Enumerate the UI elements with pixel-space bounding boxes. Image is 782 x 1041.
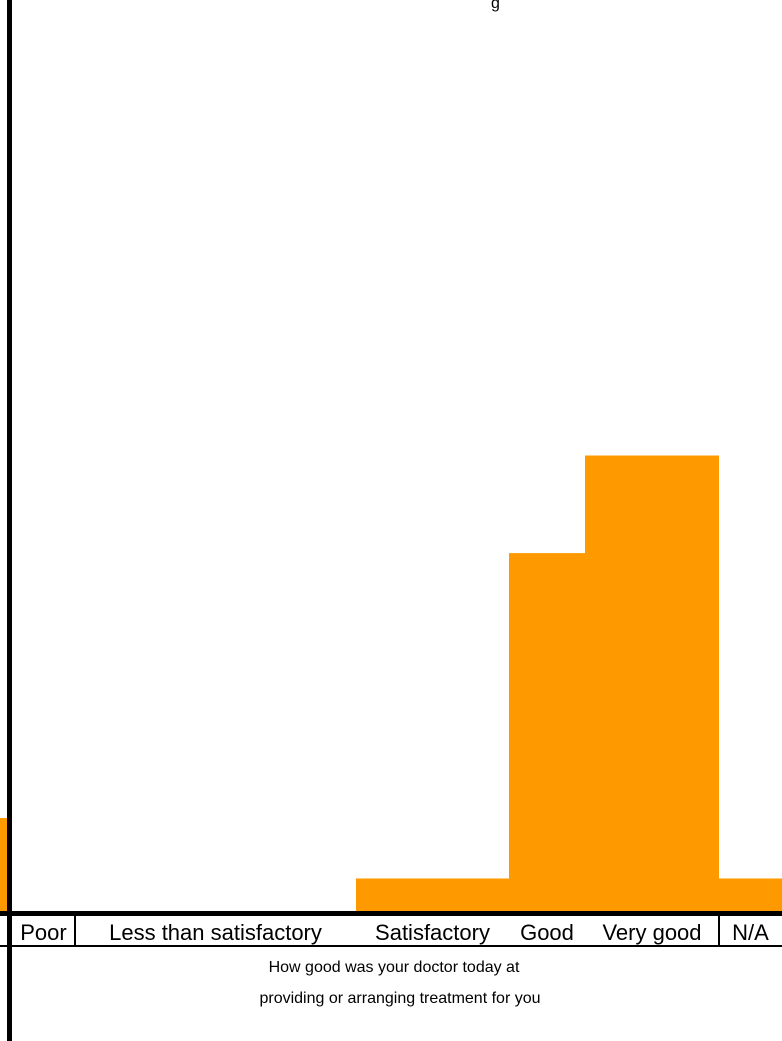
bar-very-good bbox=[585, 455, 719, 911]
label-row-bottom-line bbox=[0, 945, 782, 947]
bar-good bbox=[509, 553, 585, 911]
category-labels: Poor Less than satisfactory Satisfactory Go… bbox=[20, 920, 769, 945]
chart-title-fragment: g bbox=[491, 0, 500, 12]
divider-after-poor bbox=[74, 916, 76, 946]
tick-label-n-a: N/A bbox=[732, 920, 769, 945]
adjacent-chart-bar bbox=[0, 818, 7, 911]
divider-before-na bbox=[718, 916, 720, 946]
tick-label-satisfactory: Satisfactory bbox=[375, 920, 490, 945]
x-axis-line bbox=[0, 911, 782, 916]
bar-satisfactory bbox=[356, 878, 509, 911]
tick-label-good: Good bbox=[520, 920, 574, 945]
bars-group bbox=[356, 455, 782, 911]
tick-label-less-than-satisfactory: Less than satisfactory bbox=[109, 920, 322, 945]
y-axis-line bbox=[7, 0, 12, 1041]
tick-label-poor: Poor bbox=[20, 920, 66, 945]
x-axis-label-line-2: providing or arranging treatment for you bbox=[259, 990, 540, 1007]
tick-label-very-good: Very good bbox=[602, 920, 701, 945]
x-axis-label-line-1: How good was your doctor today at bbox=[269, 959, 520, 976]
category-dividers bbox=[74, 916, 720, 946]
bar-n-a bbox=[719, 878, 782, 911]
